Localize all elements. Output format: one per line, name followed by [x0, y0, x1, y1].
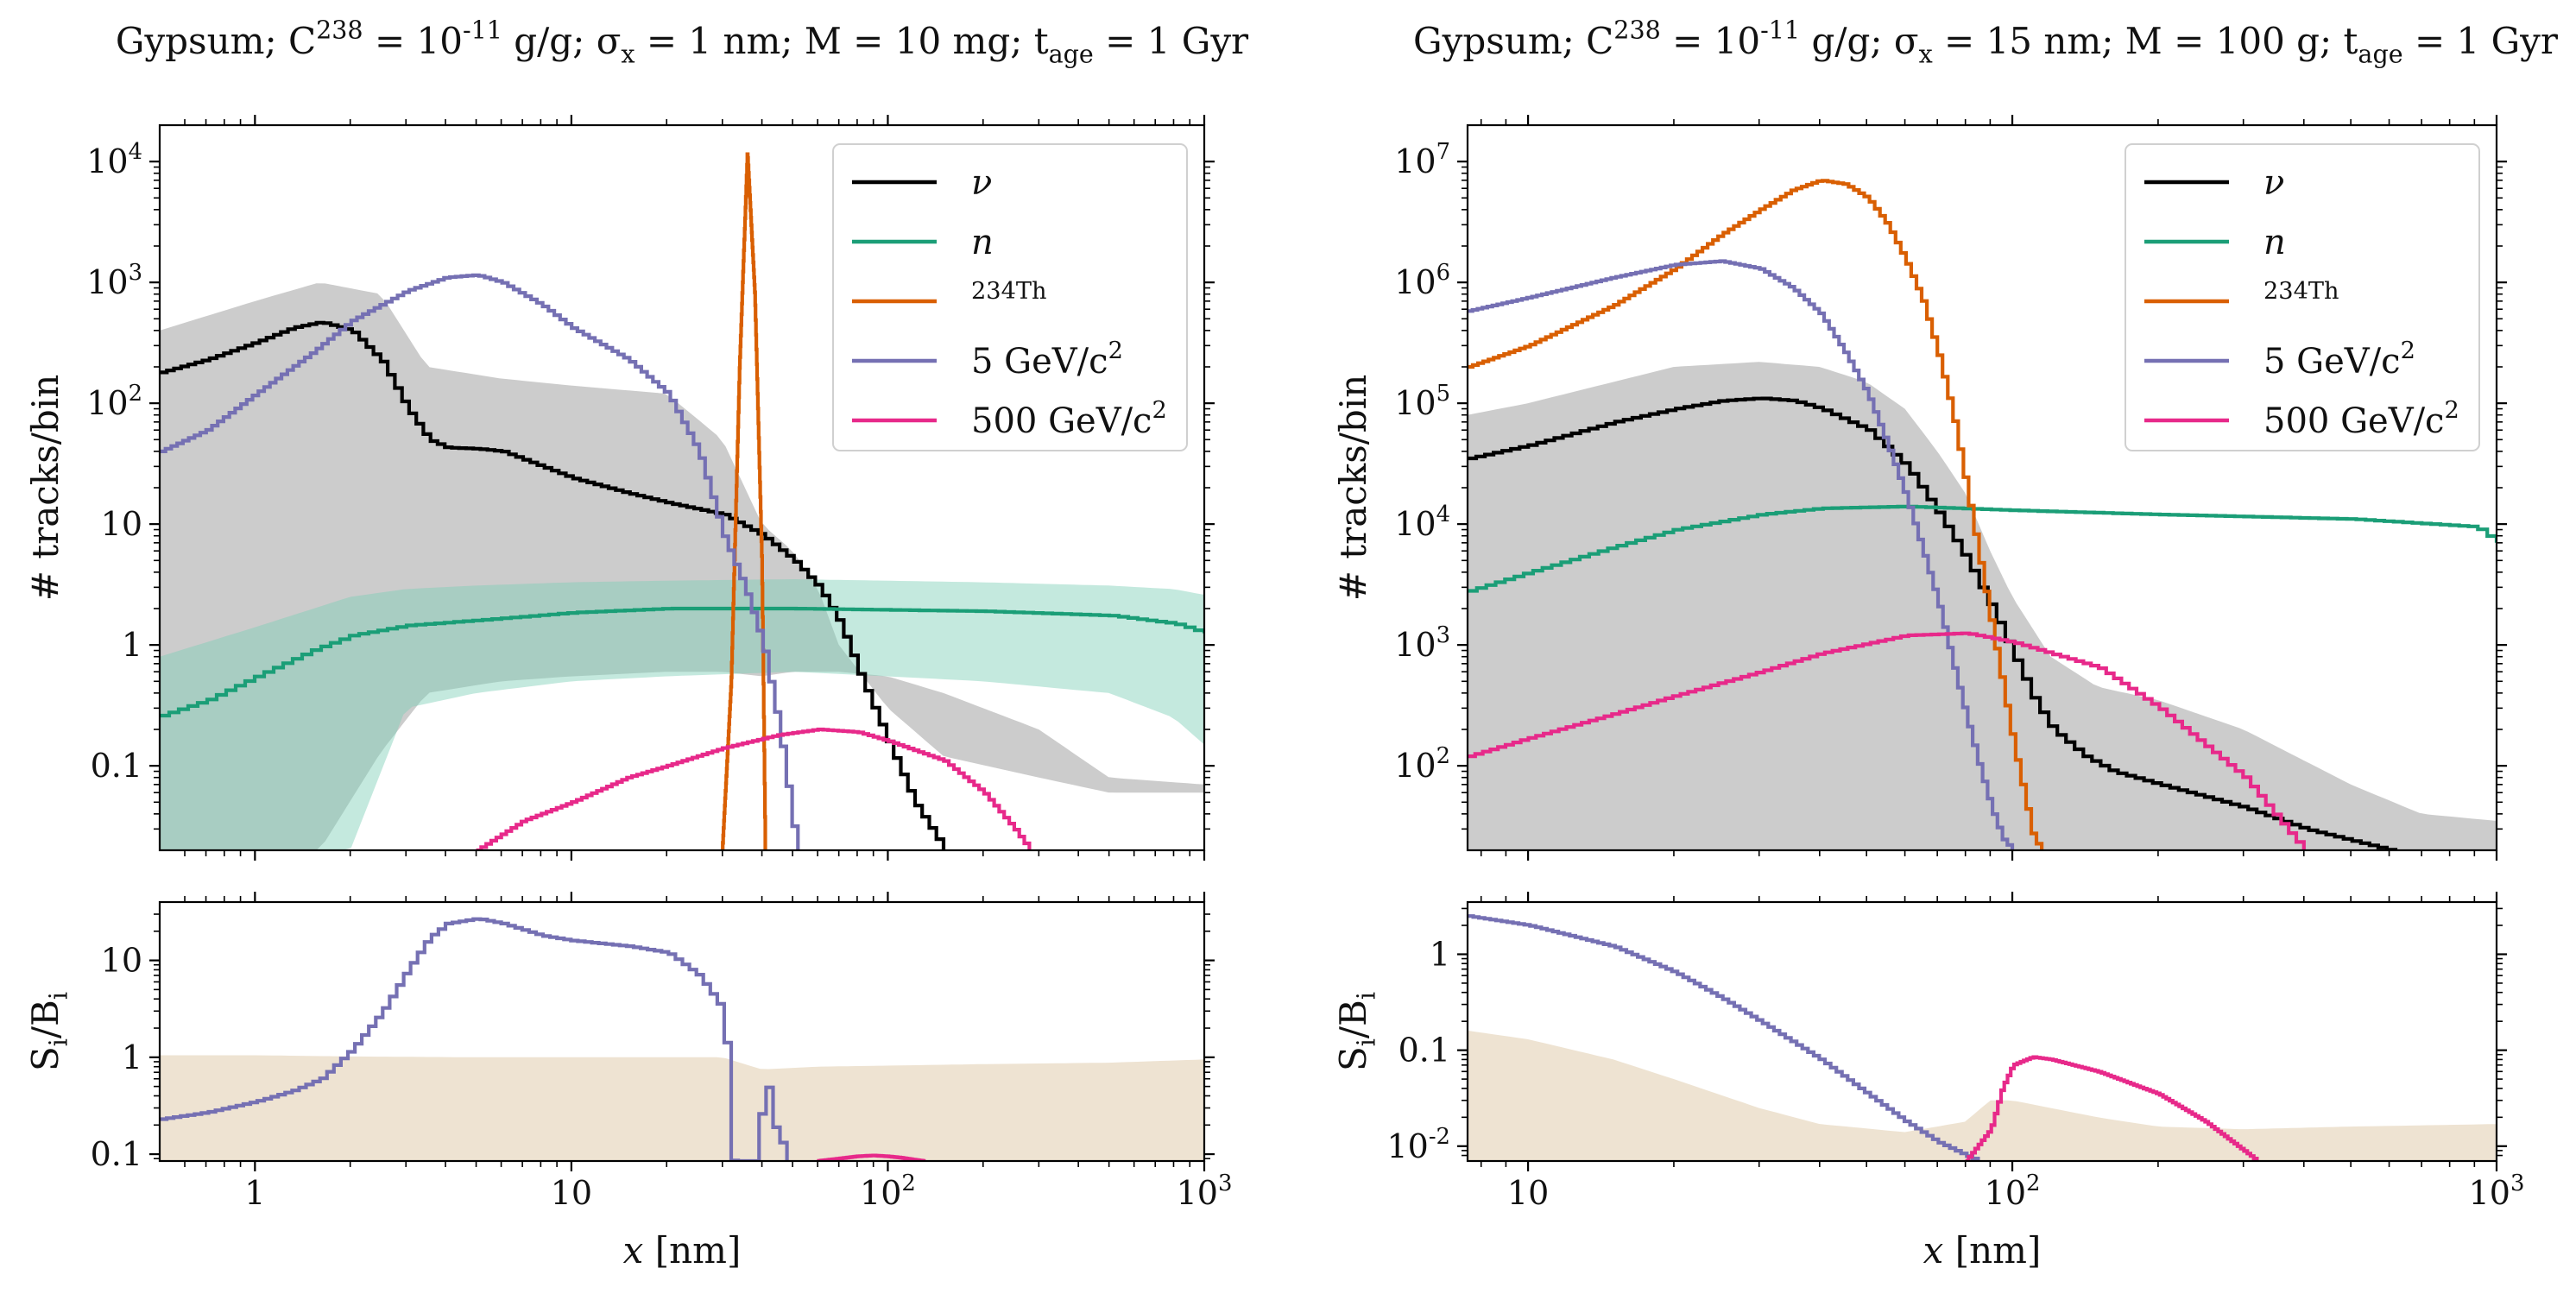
bottom-band-background — [1468, 1030, 2497, 1161]
bottom-y-tick-label: 0.1 — [91, 1135, 142, 1173]
legend-label-dm-500gev: 500 GeV/c2​ — [2263, 397, 2459, 441]
top-y-tick-label: 104​ — [86, 139, 142, 180]
bottom-axes-frame — [158, 900, 1206, 1163]
series-line-neutron — [160, 606, 1204, 718]
top-y-tick-label: 102​ — [86, 381, 142, 422]
bottom-y-tick-label: 0.1 — [1398, 1032, 1450, 1070]
series-line-dm-5gev — [160, 273, 800, 850]
series-line-dm-500gev — [1468, 631, 2306, 850]
top-y-tick-label: 10 — [101, 505, 142, 543]
series-line-neutrino — [160, 320, 946, 850]
legend: νn 234Th​ 5 GeV/c2​ 500 GeV/c2​ — [832, 143, 1188, 451]
top-y-axis-label: # tracks/bin — [1332, 375, 1374, 602]
right-figure-panel: Gypsum; C238 = 10-11 g/g; σx = 15 nm; M … — [1332, 15, 2559, 1272]
x-tick-label: 1 — [244, 1174, 265, 1212]
bottom-plot-area — [160, 917, 1204, 1161]
ratio-line-5gev — [1468, 914, 1980, 1161]
x-tick-label: 10 — [1507, 1174, 1549, 1212]
series-line-th234 — [1468, 179, 2044, 850]
legend: νn 234Th​ 5 GeV/c2​ 500 GeV/c2​ — [2125, 143, 2480, 451]
top-y-tick-label: 103​ — [1394, 622, 1450, 664]
series-line-neutrino — [1468, 396, 2407, 850]
top-y-tick-label: 104​ — [1394, 502, 1450, 543]
bottom-y-tick-label: 1 — [1430, 935, 1450, 973]
legend-label-th234: 234Th​ — [2263, 278, 2339, 305]
ratio-line-5gev — [160, 917, 789, 1161]
legend-label-neutrino: ν — [2263, 163, 2284, 203]
series-line-dm-500gev — [476, 727, 1032, 850]
legend-label-neutrino: ν — [971, 163, 992, 203]
top-y-tick-label: 107​ — [1394, 139, 1450, 180]
ratio-line-500gev — [1965, 1055, 2259, 1161]
x-tick-label: 103​ — [2469, 1171, 2525, 1212]
legend-box — [832, 143, 1188, 451]
legend-label-neutron: n — [2263, 223, 2286, 262]
top-y-tick-label: 102​ — [1394, 743, 1450, 785]
legend-label-dm-5gev: 5 GeV/c2​ — [971, 338, 1123, 382]
top-band-neutrino — [1468, 362, 2497, 850]
bottom-axes-frame — [1466, 900, 2498, 1163]
bottom-band-background — [160, 1055, 1204, 1161]
bottom-y-tick-label: 10 — [101, 942, 142, 980]
top-band-neutron — [160, 579, 1204, 850]
x-axis-label: x [nm] — [623, 1229, 742, 1272]
top-y-tick-label: 0.1 — [91, 747, 142, 785]
chart-title: Gypsum; C238 = 10-11 g/g; σx = 15 nm; M … — [1413, 15, 2559, 68]
legend-label-neutron: n — [971, 223, 994, 262]
x-tick-label: 10 — [551, 1174, 592, 1212]
x-tick-label: 103​ — [1177, 1171, 1233, 1212]
top-y-tick-label: 105​ — [1394, 381, 1450, 422]
top-plot-area — [160, 152, 1204, 850]
series-line-neutron — [1468, 504, 2497, 593]
bottom-y-tick-label: 1 — [122, 1038, 142, 1076]
top-plot-area — [1468, 179, 2497, 850]
series-line-dm-5gev — [1468, 259, 2015, 850]
ratio-line-500gev — [817, 1153, 926, 1161]
legend-label-th234: 234Th​ — [971, 278, 1047, 305]
bottom-y-axis-label: Si/Bi​ — [1332, 992, 1381, 1071]
x-axis-label: x [nm] — [1923, 1229, 2042, 1272]
top-y-tick-label: 103​ — [86, 260, 142, 301]
top-y-tick-label: 106​ — [1394, 260, 1450, 301]
top-y-axis-label: # tracks/bin — [24, 375, 66, 602]
top-y-tick-label: 1 — [122, 626, 142, 664]
x-tick-label: 102​ — [1985, 1171, 2041, 1212]
series-line-th234 — [721, 152, 767, 850]
left-figure-panel: Gypsum; C238 = 10-11 g/g; σx = 1 nm; M =… — [24, 15, 1249, 1272]
chart-title: Gypsum; C238 = 10-11 g/g; σx = 1 nm; M =… — [116, 15, 1249, 68]
bottom-plot-area — [1468, 914, 2497, 1161]
legend-label-dm-500gev: 500 GeV/c2​ — [971, 397, 1167, 441]
x-tick-label: 102​ — [860, 1171, 916, 1212]
bottom-y-axis-label: Si/Bi​ — [24, 992, 73, 1071]
bottom-y-tick-label: 10-2​ — [1386, 1124, 1450, 1165]
legend-label-dm-5gev: 5 GeV/c2​ — [2263, 338, 2415, 382]
legend-box — [2125, 143, 2480, 451]
